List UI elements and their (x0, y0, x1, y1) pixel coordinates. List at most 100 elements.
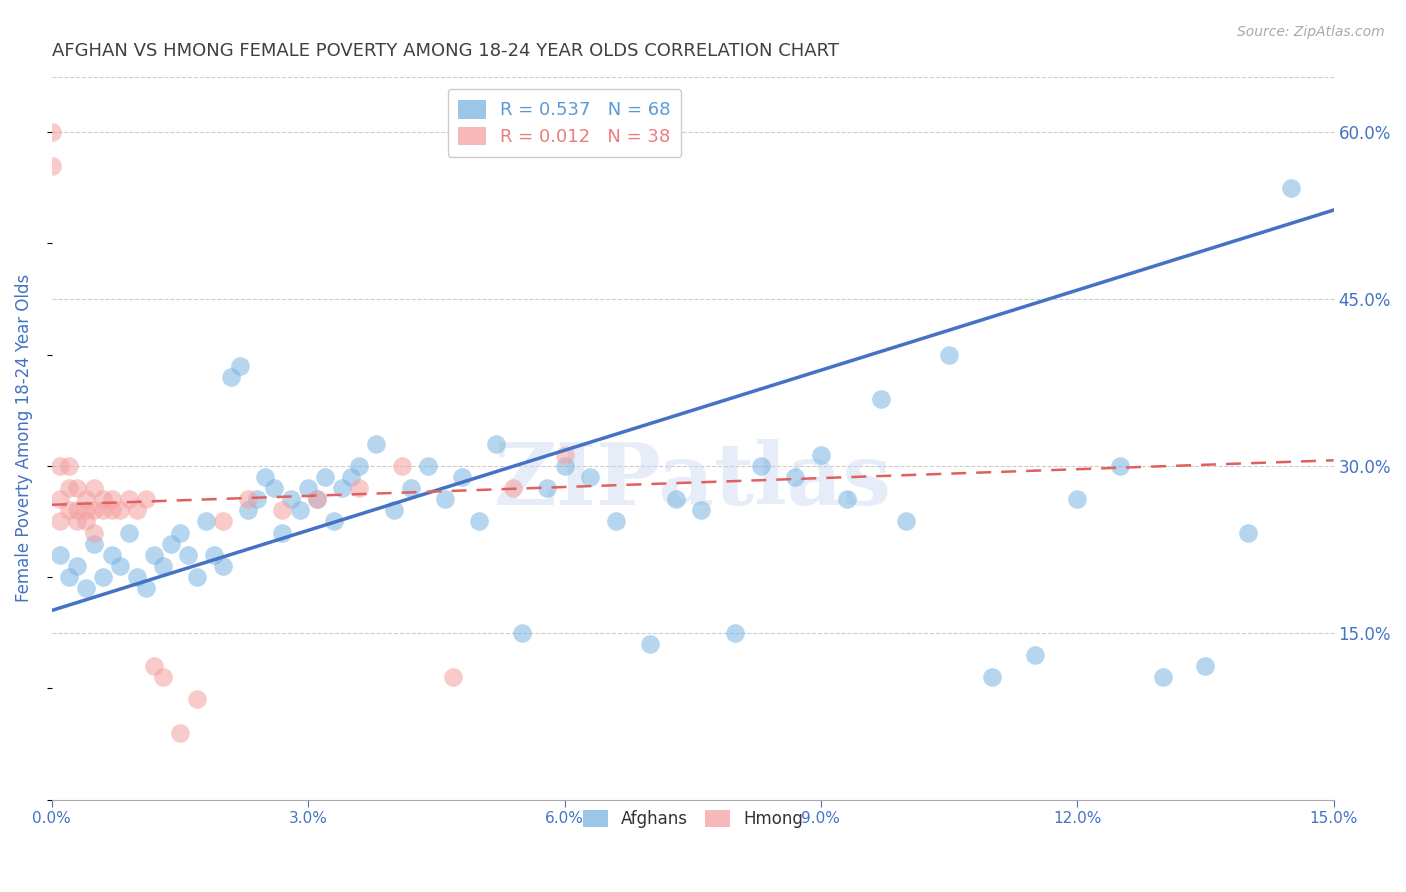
Point (330, 481, 353, 495)
Point (49, 458, 72, 473)
Point (749, 458, 772, 473)
Point (254, 470, 277, 484)
Point (211, 515, 233, 529)
Point (83, 525, 105, 540)
Point (143, 659, 166, 673)
Point (579, 470, 602, 484)
Point (83, 503, 105, 517)
Point (1109, 458, 1132, 473)
Point (91, 492, 114, 507)
Point (553, 458, 575, 473)
Point (127, 503, 149, 517)
Point (938, 348, 960, 362)
Point (58, 570, 80, 584)
Point (305, 492, 328, 507)
Point (100, 548, 122, 562)
Point (665, 492, 688, 507)
Point (58, 458, 80, 473)
Point (152, 670, 174, 684)
Point (382, 503, 405, 517)
Point (399, 481, 422, 495)
Point (100, 492, 122, 507)
Point (1066, 492, 1088, 507)
Point (485, 436, 508, 450)
Point (66, 481, 89, 495)
Point (169, 726, 191, 740)
Point (108, 503, 131, 517)
Point (896, 515, 918, 529)
Point (186, 570, 208, 584)
Point (91, 570, 114, 584)
Point (349, 458, 371, 473)
Point (211, 558, 233, 573)
Point (75, 503, 97, 517)
Point (263, 481, 285, 495)
Point (238, 492, 260, 507)
Point (785, 470, 807, 484)
Point (1237, 525, 1260, 540)
Point (638, 637, 661, 651)
Point (605, 515, 627, 529)
Point (271, 503, 294, 517)
Point (127, 570, 149, 584)
Point (49, 515, 72, 529)
Point (366, 436, 388, 450)
Point (433, 492, 456, 507)
Point (536, 481, 558, 495)
Point (49, 492, 72, 507)
Point (553, 448, 575, 462)
Point (246, 492, 269, 507)
Point (322, 515, 344, 529)
Text: AFGHAN VS HMONG FEMALE POVERTY AMONG 18-24 YEAR OLDS CORRELATION CHART: AFGHAN VS HMONG FEMALE POVERTY AMONG 18-… (52, 42, 839, 60)
Point (66, 515, 89, 529)
Point (41, 125, 63, 139)
Point (118, 492, 141, 507)
Point (202, 548, 225, 562)
Point (288, 503, 311, 517)
Point (340, 470, 363, 484)
Point (160, 537, 183, 551)
Point (135, 581, 157, 595)
Point (58, 481, 80, 495)
Point (238, 503, 260, 517)
Point (66, 558, 89, 573)
Point (349, 481, 371, 495)
Point (280, 492, 302, 507)
Point (177, 548, 200, 562)
Point (441, 670, 464, 684)
Legend: Afghans, Hmong: Afghans, Hmong (576, 803, 810, 835)
Point (75, 581, 97, 595)
Point (810, 448, 832, 462)
Point (451, 470, 474, 484)
Text: ZIPatlas: ZIPatlas (494, 440, 891, 524)
Point (1024, 648, 1046, 662)
Point (724, 625, 747, 640)
Point (391, 458, 413, 473)
Point (108, 558, 131, 573)
Point (1194, 659, 1216, 673)
Point (143, 548, 166, 562)
Point (271, 525, 294, 540)
Point (186, 692, 208, 706)
Point (58, 503, 80, 517)
Y-axis label: Female Poverty Among 18-24 Year Olds: Female Poverty Among 18-24 Year Olds (15, 274, 32, 602)
Point (66, 503, 89, 517)
Point (690, 503, 713, 517)
Point (314, 470, 336, 484)
Point (91, 503, 114, 517)
Text: Source: ZipAtlas.com: Source: ZipAtlas.com (1237, 25, 1385, 39)
Point (1152, 670, 1174, 684)
Point (169, 525, 191, 540)
Point (83, 537, 105, 551)
Point (297, 481, 319, 495)
Point (194, 515, 217, 529)
Point (510, 625, 533, 640)
Point (229, 359, 252, 373)
Point (135, 492, 157, 507)
Point (219, 370, 242, 384)
Point (1279, 181, 1302, 195)
Point (869, 392, 891, 406)
Point (49, 548, 72, 562)
Point (502, 481, 524, 495)
Point (152, 558, 174, 573)
